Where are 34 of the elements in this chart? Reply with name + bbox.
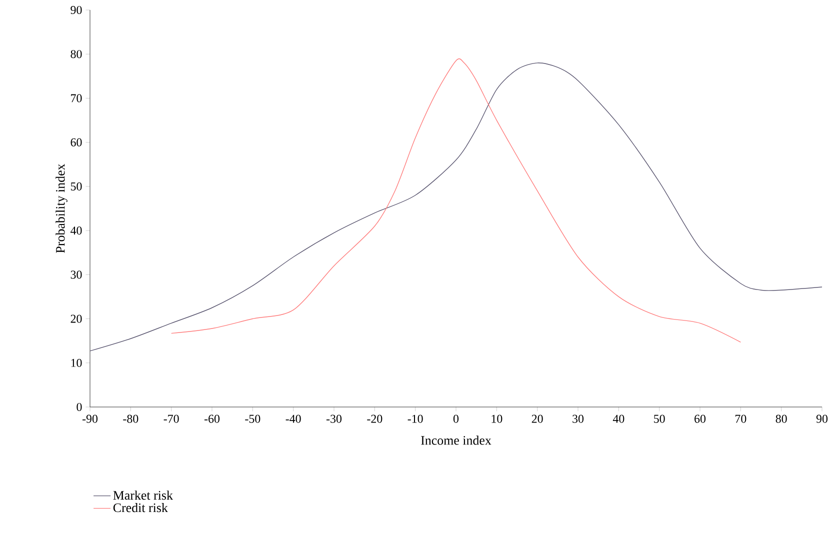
y-tick-label: 40 (70, 226, 82, 235)
x-tick-label: 70 (735, 414, 746, 423)
y-tick-label: 70 (71, 94, 82, 102)
x-tick-label: 40 (612, 414, 624, 423)
x-tick-label: -40 (286, 414, 301, 423)
y-tick-label: 20 (70, 314, 82, 323)
x-tick-label: 90 (816, 414, 828, 423)
x-tick-label: -80 (123, 414, 138, 423)
y-axis-title: Probability index (56, 164, 68, 253)
x-tick-label: 50 (654, 414, 665, 423)
y-tick-label: 60 (70, 138, 82, 146)
x-tick-label: 30 (572, 414, 584, 423)
x-tick-label: 20 (532, 414, 543, 423)
x-tick-label: 10 (492, 414, 502, 423)
line-series (90, 62, 822, 352)
y-tick-label: 90 (70, 6, 82, 14)
x-tick-label: -10 (408, 414, 423, 423)
x-tick-label: -30 (326, 414, 342, 423)
y-tick-label: 80 (70, 50, 82, 58)
y-tick-label: 0 (76, 402, 82, 412)
x-tick-label: -70 (164, 414, 179, 423)
x-tick-label: -50 (245, 414, 260, 423)
x-axis-title: Income index (421, 436, 492, 445)
legend-label: Market risk (113, 490, 173, 500)
y-tick-label: 30 (70, 270, 82, 279)
legend-label: Credit risk (113, 503, 168, 512)
x-tick-label: 60 (694, 414, 706, 423)
x-tick-label: -20 (367, 414, 382, 423)
y-tick-label: 50 (70, 182, 82, 190)
y-tick-label: 10 (71, 358, 82, 367)
x-tick-label: -60 (204, 414, 220, 423)
x-tick-label: 80 (776, 414, 787, 423)
x-tick-label: -90 (82, 414, 98, 423)
x-tick-label: 0 (453, 414, 459, 423)
